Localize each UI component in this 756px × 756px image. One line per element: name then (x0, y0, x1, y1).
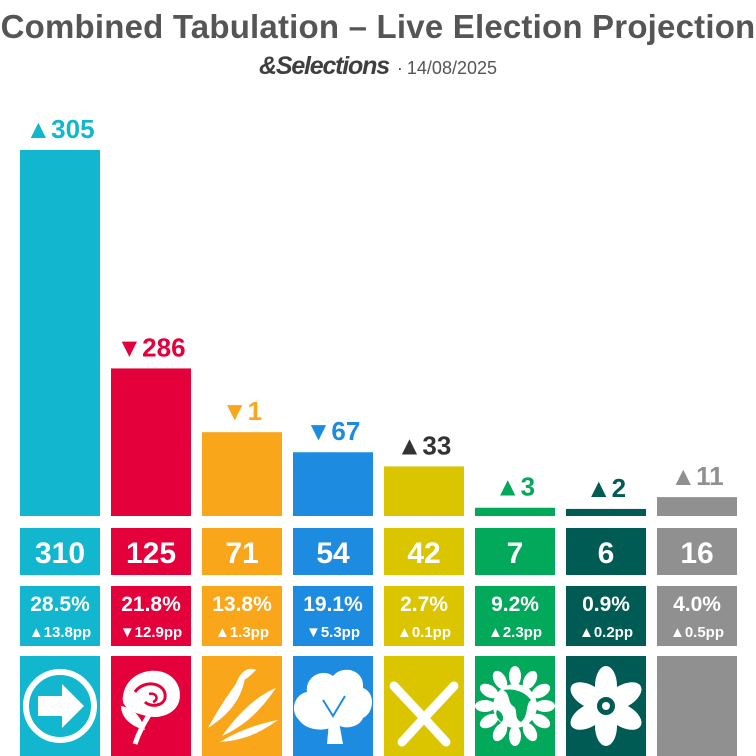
share-box-conservative (293, 586, 373, 646)
seat-box-conservative (293, 528, 373, 575)
bar-labour (111, 368, 191, 516)
seat-change-plaid-cymru: ▲2 (586, 473, 626, 503)
brand-logo: &Selections (259, 52, 390, 80)
seat-box-snp (384, 528, 464, 575)
chart-title: Combined Tabulation – Live Election Proj… (0, 8, 756, 45)
vote-share-green: 9.2% (491, 593, 539, 616)
vote-change-others: ▲0.5pp (670, 624, 724, 641)
share-box-reform-uk (20, 586, 100, 646)
projection-date: 14/08/2025 (406, 58, 497, 78)
seat-count-green: 7 (507, 537, 524, 570)
seat-change-labour: ▼286 (116, 332, 185, 362)
seat-count-snp: 42 (407, 537, 440, 570)
bar-conservative (293, 452, 373, 516)
share-box-plaid-cymru (566, 586, 646, 646)
bird-icon (208, 668, 278, 742)
seat-count-liberal-democrats: 71 (225, 537, 258, 570)
arrow-icon (23, 669, 97, 743)
seat-count-reform-uk: 310 (35, 537, 85, 570)
bar-plaid-cymru (566, 508, 646, 516)
logo-box-liberal-democrats (202, 656, 282, 756)
vote-share-others: 4.0% (673, 593, 721, 616)
poppy-icon (570, 666, 642, 746)
seat-count-others: 16 (680, 537, 713, 570)
vote-change-reform-uk: ▲13.8pp (29, 624, 91, 641)
seat-count-conservative: 54 (316, 537, 350, 570)
vote-change-plaid-cymru: ▲0.2pp (579, 624, 633, 641)
seat-count-plaid-cymru: 6 (598, 537, 615, 570)
seat-box-others (657, 528, 737, 575)
bar-liberal-democrats (202, 432, 282, 516)
share-box-snp (384, 586, 464, 646)
vote-change-green: ▲2.3pp (488, 624, 542, 641)
seat-box-reform-uk (20, 528, 100, 575)
bar-snp (384, 466, 464, 516)
seat-box-liberal-democrats (202, 528, 282, 575)
bar-others (657, 497, 737, 516)
vote-change-conservative: ▼5.3pp (306, 624, 360, 641)
logos-layer (20, 656, 737, 756)
share-box-liberal-democrats (202, 586, 282, 646)
vote-change-liberal-democrats: ▲1.3pp (215, 624, 269, 641)
tree-icon (293, 669, 372, 744)
seat-box-plaid-cymru (566, 528, 646, 575)
seat-box-green (475, 528, 555, 575)
logo-box-snp (384, 656, 464, 756)
globe-icon (475, 666, 555, 746)
vote-change-snp: ▲0.1pp (397, 624, 451, 641)
seat-change-others: ▲11 (670, 461, 723, 491)
vote-share-labour: 21.8% (121, 593, 181, 616)
seat-change-snp: ▲33 (397, 430, 452, 460)
saltire-icon (389, 681, 459, 747)
logo-box-others (657, 656, 737, 756)
vote-share-plaid-cymru: 0.9% (582, 593, 630, 616)
vote-change-labour: ▼12.9pp (120, 624, 182, 641)
seat-change-reform-uk: ▲305 (25, 114, 94, 144)
rose-icon (121, 670, 180, 745)
vote-share-conservative: 19.1% (303, 593, 363, 616)
rows-layer: 310 28.5% ▲13.8pp 125 21.8% ▼12.9pp 71 13.8% ▲1.… (20, 528, 737, 646)
bar-green (475, 507, 555, 516)
vote-share-reform-uk: 28.5% (30, 593, 90, 616)
vote-share-snp: 2.7% (400, 593, 448, 616)
subtitle-separator: · (396, 58, 403, 78)
bars-layer: ▲305 ▼286 ▼1 ▼67 ▲33 ▲3 ▲2 ▲11 (20, 114, 737, 516)
bar-reform-uk (20, 150, 100, 516)
vote-share-liberal-democrats: 13.8% (212, 593, 272, 616)
seat-change-conservative: ▼67 (306, 416, 361, 446)
seat-box-labour (111, 528, 191, 575)
seat-count-labour: 125 (126, 537, 176, 570)
share-box-green (475, 586, 555, 646)
share-box-others (657, 586, 737, 646)
share-box-labour (111, 586, 191, 646)
seat-change-green: ▲3 (495, 472, 535, 502)
seat-change-liberal-democrats: ▼1 (222, 396, 262, 426)
chart-subtitle: &Selections · 14/08/2025 (0, 52, 756, 81)
